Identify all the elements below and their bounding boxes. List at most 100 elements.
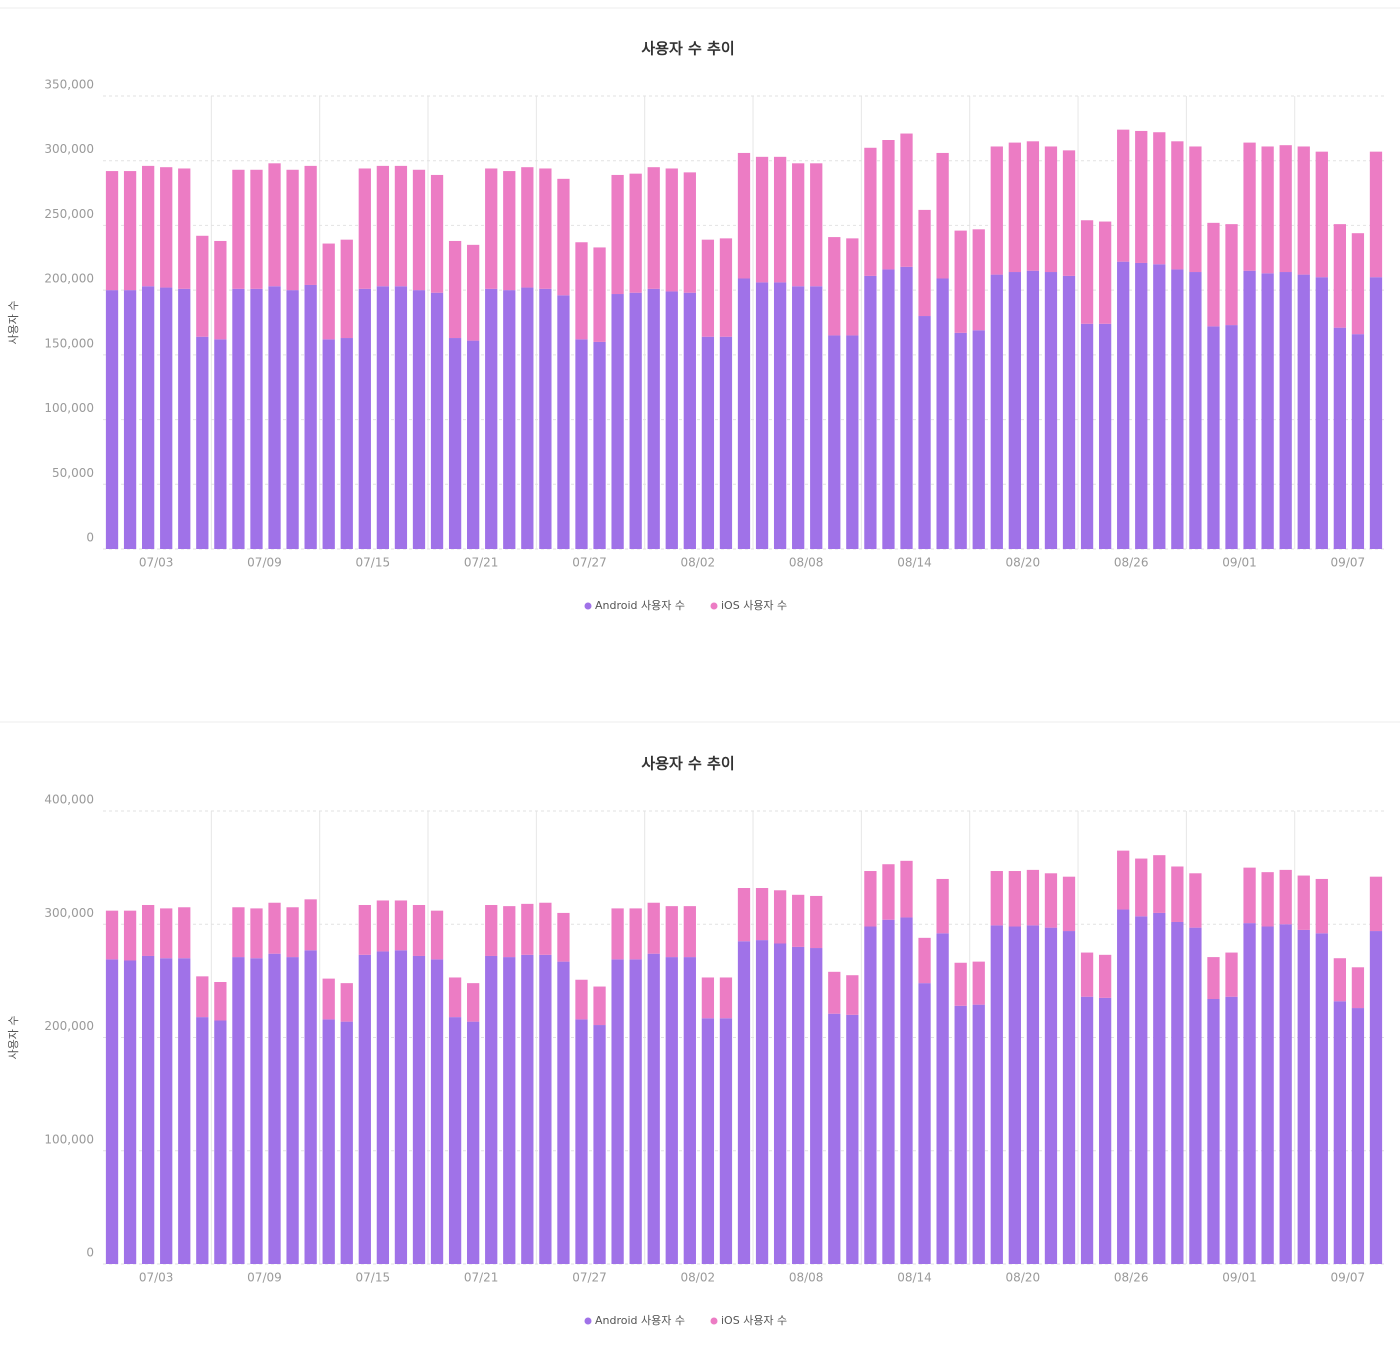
bar bbox=[430, 959, 444, 1264]
bar bbox=[1315, 277, 1328, 549]
bar bbox=[954, 332, 967, 549]
bar bbox=[160, 958, 173, 1264]
bar bbox=[1026, 869, 1040, 926]
bar bbox=[737, 888, 751, 942]
x-tick-label: 09/01 bbox=[1222, 556, 1257, 570]
x-tick-label: 08/08 bbox=[789, 556, 824, 570]
legend-marker bbox=[710, 1317, 718, 1325]
bar bbox=[972, 229, 985, 331]
bar bbox=[412, 169, 426, 291]
bar bbox=[503, 290, 516, 549]
x-tick-label: 07/09 bbox=[247, 1271, 282, 1285]
bar bbox=[810, 286, 823, 549]
bar bbox=[972, 1004, 985, 1264]
bar bbox=[1153, 912, 1166, 1264]
x-tick-label: 07/27 bbox=[572, 556, 607, 570]
bar bbox=[665, 168, 678, 292]
y-tick-label: 100,000 bbox=[44, 1132, 94, 1146]
bar bbox=[828, 237, 841, 336]
bar bbox=[629, 292, 642, 549]
bar bbox=[1369, 277, 1383, 549]
bar bbox=[900, 917, 913, 1264]
bar bbox=[322, 243, 335, 340]
bar bbox=[286, 169, 299, 291]
bar bbox=[448, 1017, 462, 1264]
bar bbox=[593, 1025, 606, 1264]
bar bbox=[268, 902, 281, 954]
bar bbox=[1351, 233, 1365, 335]
bar bbox=[1008, 272, 1021, 549]
bar bbox=[105, 171, 119, 291]
bar bbox=[214, 240, 227, 340]
bar bbox=[719, 238, 733, 337]
bar bbox=[810, 895, 823, 949]
bar bbox=[1207, 326, 1220, 549]
bar bbox=[990, 274, 1003, 549]
legend-marker bbox=[710, 602, 718, 610]
bar bbox=[1098, 954, 1112, 998]
bar bbox=[1080, 220, 1094, 324]
bar bbox=[701, 336, 715, 549]
bar bbox=[1189, 873, 1202, 928]
bar bbox=[1333, 224, 1346, 328]
bar bbox=[1135, 262, 1148, 549]
bar bbox=[376, 900, 390, 952]
bar bbox=[918, 316, 931, 549]
bar bbox=[918, 983, 931, 1264]
bar bbox=[990, 146, 1003, 275]
bar bbox=[683, 957, 696, 1264]
bar bbox=[123, 171, 137, 291]
bar bbox=[864, 871, 877, 927]
bar bbox=[1315, 151, 1328, 278]
bar bbox=[810, 948, 823, 1264]
bar bbox=[467, 340, 480, 549]
bar bbox=[250, 288, 263, 549]
bar bbox=[214, 339, 227, 549]
y-tick-label: 300,000 bbox=[44, 906, 94, 920]
bar bbox=[611, 174, 624, 295]
y-axis-title: 사용자 수 bbox=[7, 1016, 20, 1060]
bar bbox=[593, 247, 606, 342]
bar bbox=[1117, 261, 1130, 549]
bar bbox=[142, 165, 155, 287]
bar bbox=[142, 286, 155, 549]
bar bbox=[358, 168, 371, 289]
bar bbox=[1225, 996, 1238, 1264]
bar bbox=[503, 171, 516, 291]
bar bbox=[1189, 146, 1202, 273]
bar bbox=[448, 338, 462, 549]
bar bbox=[178, 907, 191, 959]
bar bbox=[539, 902, 552, 955]
bar bbox=[828, 971, 841, 1014]
bar bbox=[954, 1005, 967, 1264]
x-tick-label: 08/20 bbox=[1006, 1271, 1041, 1285]
bar bbox=[647, 953, 660, 1264]
x-tick-label: 09/01 bbox=[1222, 1271, 1257, 1285]
bar bbox=[142, 955, 155, 1264]
bar bbox=[485, 904, 498, 956]
bar bbox=[1225, 325, 1238, 549]
bar bbox=[737, 152, 751, 279]
bar bbox=[521, 903, 534, 955]
bar bbox=[1189, 272, 1202, 549]
x-tick-label: 08/26 bbox=[1114, 556, 1149, 570]
bar bbox=[196, 336, 209, 549]
bar bbox=[846, 1014, 859, 1264]
bar bbox=[701, 1018, 715, 1264]
bar bbox=[1225, 224, 1238, 326]
bar bbox=[1135, 130, 1148, 263]
bar bbox=[593, 341, 606, 549]
bar bbox=[954, 230, 967, 333]
bar bbox=[701, 239, 715, 337]
bar bbox=[1153, 855, 1166, 913]
bar bbox=[322, 339, 335, 549]
bar bbox=[936, 152, 949, 279]
bar bbox=[304, 899, 317, 951]
bar bbox=[1153, 264, 1166, 549]
bar bbox=[1026, 270, 1040, 549]
bar bbox=[1243, 270, 1256, 549]
bar bbox=[1008, 142, 1021, 273]
bar bbox=[394, 950, 408, 1264]
bar bbox=[755, 282, 769, 549]
bar bbox=[972, 961, 985, 1005]
